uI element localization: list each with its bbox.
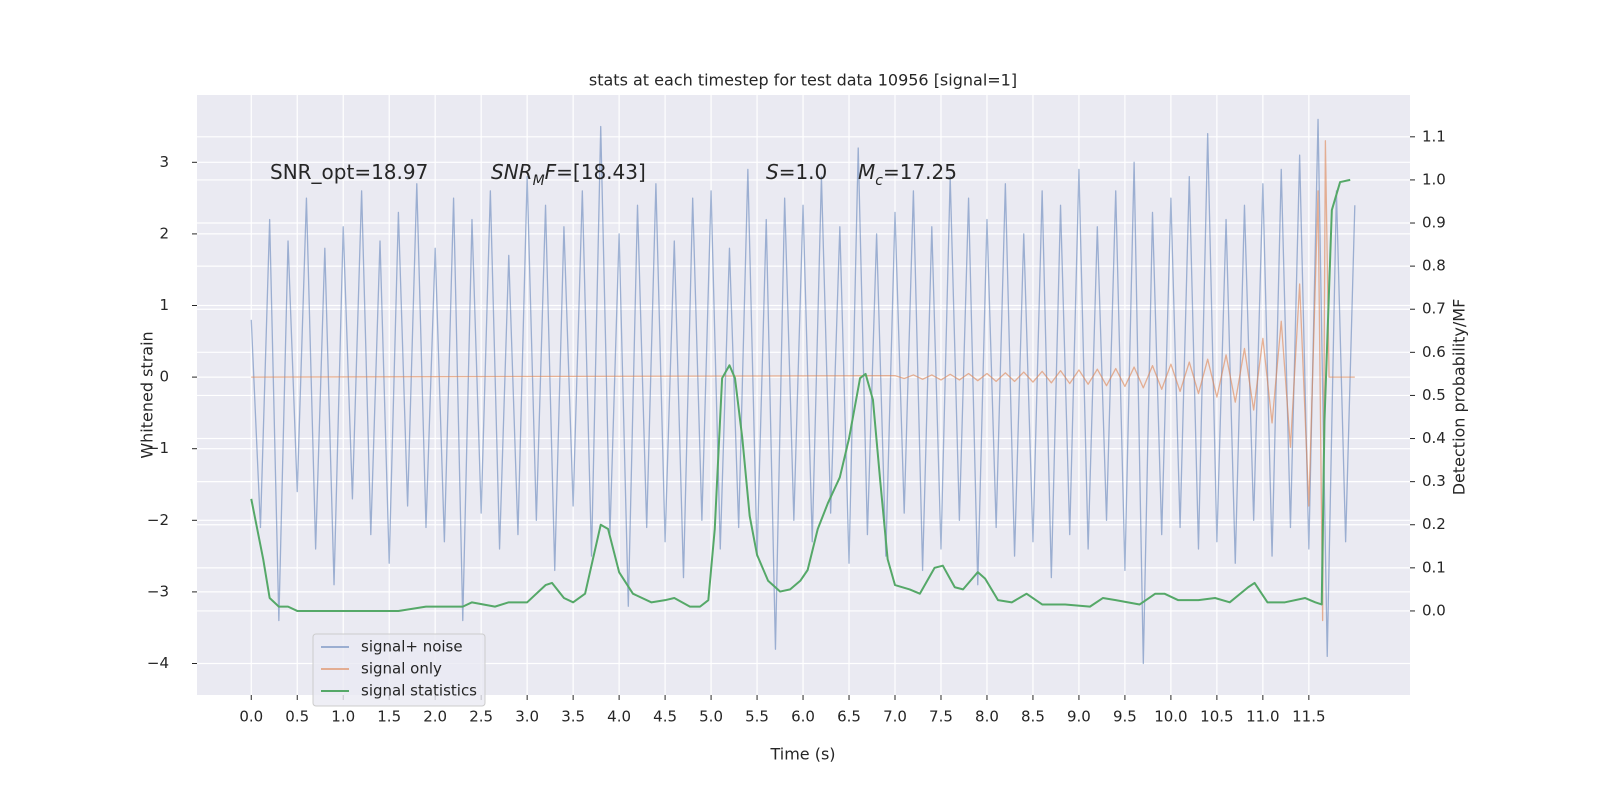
annotation: SNR_opt=18.97	[270, 160, 428, 184]
x-tick-label: 9.5	[1113, 708, 1137, 726]
y2-tick-label: 0.2	[1422, 515, 1446, 533]
y2-tick-label: 0.0	[1422, 601, 1446, 619]
series-line	[250, 178, 1351, 612]
x-tick-label: 8.5	[1021, 708, 1045, 726]
annotation-part: SNR	[491, 160, 533, 184]
legend: signal+ noise signal only signal statistic…	[312, 633, 486, 707]
legend-label: signal+ noise	[361, 638, 463, 656]
y2-tick-label: 1.0	[1422, 170, 1446, 188]
y2-tick-label: 0.3	[1422, 472, 1446, 490]
annotation-part: c	[875, 173, 883, 189]
x-tick-label: 11.0	[1246, 708, 1279, 726]
x-axis-label: Time (s)	[769, 745, 835, 764]
x-tick-label: 10.0	[1154, 708, 1187, 726]
x-tick-label: 1.5	[377, 708, 401, 726]
legend-label: signal statistics	[361, 682, 477, 700]
x-tick-label: 6.0	[791, 708, 815, 726]
x-tick-label: 4.5	[653, 708, 677, 726]
y2-tick-label: 1.1	[1422, 127, 1446, 145]
x-tick-label: 3.0	[515, 708, 539, 726]
y2-tick-label: 0.8	[1422, 257, 1446, 275]
y-axis-label: Whitened strain	[138, 331, 157, 458]
x-tick-label: 7.5	[929, 708, 953, 726]
y-tick-label: 0	[159, 368, 169, 386]
legend-label: signal only	[361, 660, 442, 678]
y2-tick-label: 0.7	[1422, 300, 1446, 318]
y-tick-label: −1	[147, 439, 169, 457]
y-tick-label: −3	[147, 582, 169, 600]
x-tick-label: 0.0	[239, 708, 263, 726]
y-tick-label: 2	[159, 224, 169, 242]
x-tick-label: 5.5	[745, 708, 769, 726]
x-tick-label: 11.5	[1292, 708, 1325, 726]
annotation-part: SNR_opt=18.97	[270, 160, 428, 184]
x-tick-label: 5.0	[699, 708, 723, 726]
y2-axis-label: Detection probability/MF	[1450, 299, 1469, 496]
y-tick-label: 3	[159, 153, 169, 171]
annotation: Mc=17.25	[858, 160, 957, 190]
annotation-part: M	[858, 160, 875, 184]
y-tick-label: −4	[147, 654, 169, 672]
x-tick-label: 10.5	[1200, 708, 1233, 726]
annotation: S=1.0	[766, 160, 827, 184]
y2-tick-label: 0.5	[1422, 386, 1446, 404]
y2-tick-label: 0.9	[1422, 214, 1446, 232]
annotation-part: =[18.43]	[556, 160, 646, 184]
x-tick-label: 3.5	[561, 708, 585, 726]
annotation-part: =17.25	[883, 160, 957, 184]
legend-box	[312, 633, 486, 707]
x-tick-label: 4.0	[607, 708, 631, 726]
y-tick-label: −2	[147, 511, 169, 529]
annotation: SNRMF=[18.43]	[491, 160, 646, 190]
annotation-part: =1.0	[779, 160, 828, 184]
annotation-part: F	[545, 160, 557, 184]
x-tick-label: 1.0	[331, 708, 355, 726]
x-tick-label: 8.0	[975, 708, 999, 726]
y2-tick-label: 0.4	[1422, 429, 1446, 447]
x-tick-label: 7.0	[883, 708, 907, 726]
y-tick-label: 1	[159, 296, 169, 314]
y2-tick-label: 0.6	[1422, 343, 1446, 361]
y2-tick-label: 0.1	[1422, 558, 1446, 576]
x-tick-label: 0.5	[285, 708, 309, 726]
series-line	[250, 118, 1356, 665]
chart-title: stats at each timestep for test data 109…	[589, 71, 1017, 90]
series-line	[251, 140, 1355, 622]
annotation-part: S	[766, 160, 779, 184]
x-tick-label: 9.0	[1067, 708, 1091, 726]
x-tick-label: 6.5	[837, 708, 861, 726]
x-tick-label: 2.0	[423, 708, 447, 726]
annotation-part: M	[533, 173, 545, 189]
x-tick-label: 2.5	[469, 708, 493, 726]
